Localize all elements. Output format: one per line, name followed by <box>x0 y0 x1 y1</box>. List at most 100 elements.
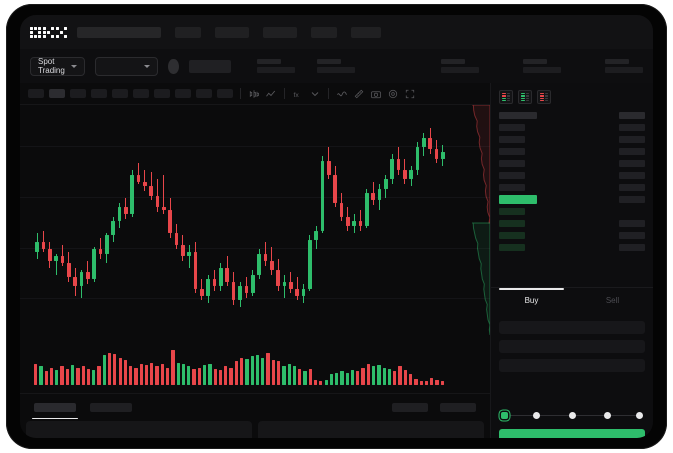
timeframe-5m[interactable] <box>49 89 65 98</box>
orderbook-price <box>499 184 525 191</box>
timeframe-1d[interactable] <box>154 89 170 98</box>
trade-sidebar: Buy Sell <box>490 83 653 438</box>
volume-histogram <box>20 335 490 393</box>
camera-icon[interactable] <box>370 88 382 100</box>
orderbook-row[interactable] <box>499 231 645 240</box>
volume-bar <box>34 363 38 385</box>
volume-bar <box>176 362 180 385</box>
orderbook-row-selected[interactable] <box>499 195 645 204</box>
order-book[interactable] <box>491 109 653 252</box>
timeframe-30m[interactable] <box>91 89 107 98</box>
orderbook-row[interactable] <box>499 135 645 144</box>
gridline <box>20 146 490 148</box>
nav-item-1[interactable] <box>175 26 201 38</box>
orderbook-view-asks[interactable] <box>537 90 551 104</box>
volume-bar <box>440 381 444 385</box>
volume-bar <box>398 366 402 385</box>
indicators-icon[interactable]: fx <box>292 88 304 100</box>
candle-body <box>333 174 337 203</box>
order-amount-field[interactable] <box>499 340 645 353</box>
wave-icon[interactable] <box>336 88 348 100</box>
line-chart-icon[interactable] <box>265 88 277 100</box>
settings-icon[interactable] <box>387 88 399 100</box>
price-chart[interactable] <box>20 105 490 335</box>
fullscreen-icon[interactable] <box>404 88 416 100</box>
candle-body <box>421 137 426 147</box>
bottom-panel-right[interactable] <box>258 421 484 438</box>
tab-sell[interactable]: Sell <box>605 296 620 305</box>
orderbook-view-bids[interactable] <box>518 90 532 104</box>
volume-bar <box>287 363 291 385</box>
volume-bar <box>276 361 281 385</box>
volume-bar <box>86 368 91 385</box>
volume-bar <box>303 371 307 385</box>
bottom-tab-open-orders[interactable] <box>32 403 78 419</box>
orderbook-amount <box>619 124 645 131</box>
candlestick-icon[interactable] <box>248 88 260 100</box>
timeframe-1M[interactable] <box>196 89 212 98</box>
global-search-input[interactable] <box>77 26 161 38</box>
orderbook-view-both[interactable] <box>499 90 513 104</box>
volume-bar <box>372 366 376 385</box>
orderbook-row[interactable] <box>499 159 645 168</box>
slider-step-50[interactable] <box>568 412 576 419</box>
bottom-panel-left[interactable] <box>26 421 252 438</box>
depth-chart-overlay <box>472 105 490 335</box>
market-subheader: Spot Trading <box>20 49 653 83</box>
order-price-field[interactable] <box>499 321 645 334</box>
bottom-action-2[interactable] <box>440 403 476 412</box>
orderbook-row[interactable] <box>499 243 645 252</box>
orderbook-row[interactable] <box>499 123 645 132</box>
timeframe-1h[interactable] <box>112 89 128 98</box>
orderbook-row[interactable] <box>499 147 645 156</box>
order-total-field[interactable] <box>499 359 645 372</box>
bottom-tab-order-history[interactable] <box>90 403 132 412</box>
slider-step-25[interactable] <box>533 412 540 419</box>
logo-glyph-k <box>43 26 54 38</box>
timeframe-15m[interactable] <box>70 89 86 98</box>
ruler-icon[interactable] <box>353 88 365 100</box>
slider-step-100[interactable] <box>636 412 643 419</box>
volume-bar <box>55 370 59 385</box>
device-frame: Spot Trading <box>6 4 667 449</box>
volume-bar <box>255 355 260 385</box>
nav-item-3[interactable] <box>263 26 297 38</box>
okx-logo[interactable] <box>30 26 67 38</box>
timeframe-1w[interactable] <box>175 89 191 98</box>
tab-buy[interactable]: Buy <box>491 288 572 313</box>
volume-bar <box>340 371 344 385</box>
volume-bar <box>271 360 275 385</box>
orderbook-row[interactable] <box>499 219 645 228</box>
orderbook-row[interactable] <box>499 207 645 216</box>
volume-bar <box>171 350 175 385</box>
timeframe-1m[interactable] <box>28 89 44 98</box>
slider-step-0[interactable] <box>501 412 508 419</box>
nav-item-2[interactable] <box>215 26 249 38</box>
volume-bar <box>308 368 312 385</box>
chevron-down-icon[interactable] <box>309 88 321 100</box>
candle-body <box>181 244 185 257</box>
candle-wick <box>359 209 361 231</box>
nav-item-4[interactable] <box>311 26 337 38</box>
orderbook-amount <box>619 148 645 155</box>
timeframe-4h[interactable] <box>133 89 149 98</box>
orderbook-row[interactable] <box>499 183 645 192</box>
bottom-action-1[interactable] <box>392 403 428 412</box>
timeframe-more[interactable] <box>217 89 233 98</box>
volume-bar <box>208 363 212 385</box>
slider-step-75[interactable] <box>604 412 611 419</box>
trading-pair-selector[interactable] <box>94 56 159 76</box>
orderbook-row[interactable] <box>499 111 645 120</box>
nav-item-5[interactable] <box>351 26 381 38</box>
chevron-down-icon <box>144 64 151 68</box>
volume-bar <box>155 366 159 385</box>
candle-body <box>345 216 350 226</box>
volume-bar <box>234 361 238 385</box>
candle-body <box>314 230 318 240</box>
market-type-selector[interactable]: Spot Trading <box>30 56 85 76</box>
place-buy-order-button[interactable] <box>499 429 645 438</box>
candle-body <box>320 160 325 231</box>
amount-percent-slider[interactable] <box>501 411 643 421</box>
volume-bar <box>313 380 318 385</box>
orderbook-row[interactable] <box>499 171 645 180</box>
